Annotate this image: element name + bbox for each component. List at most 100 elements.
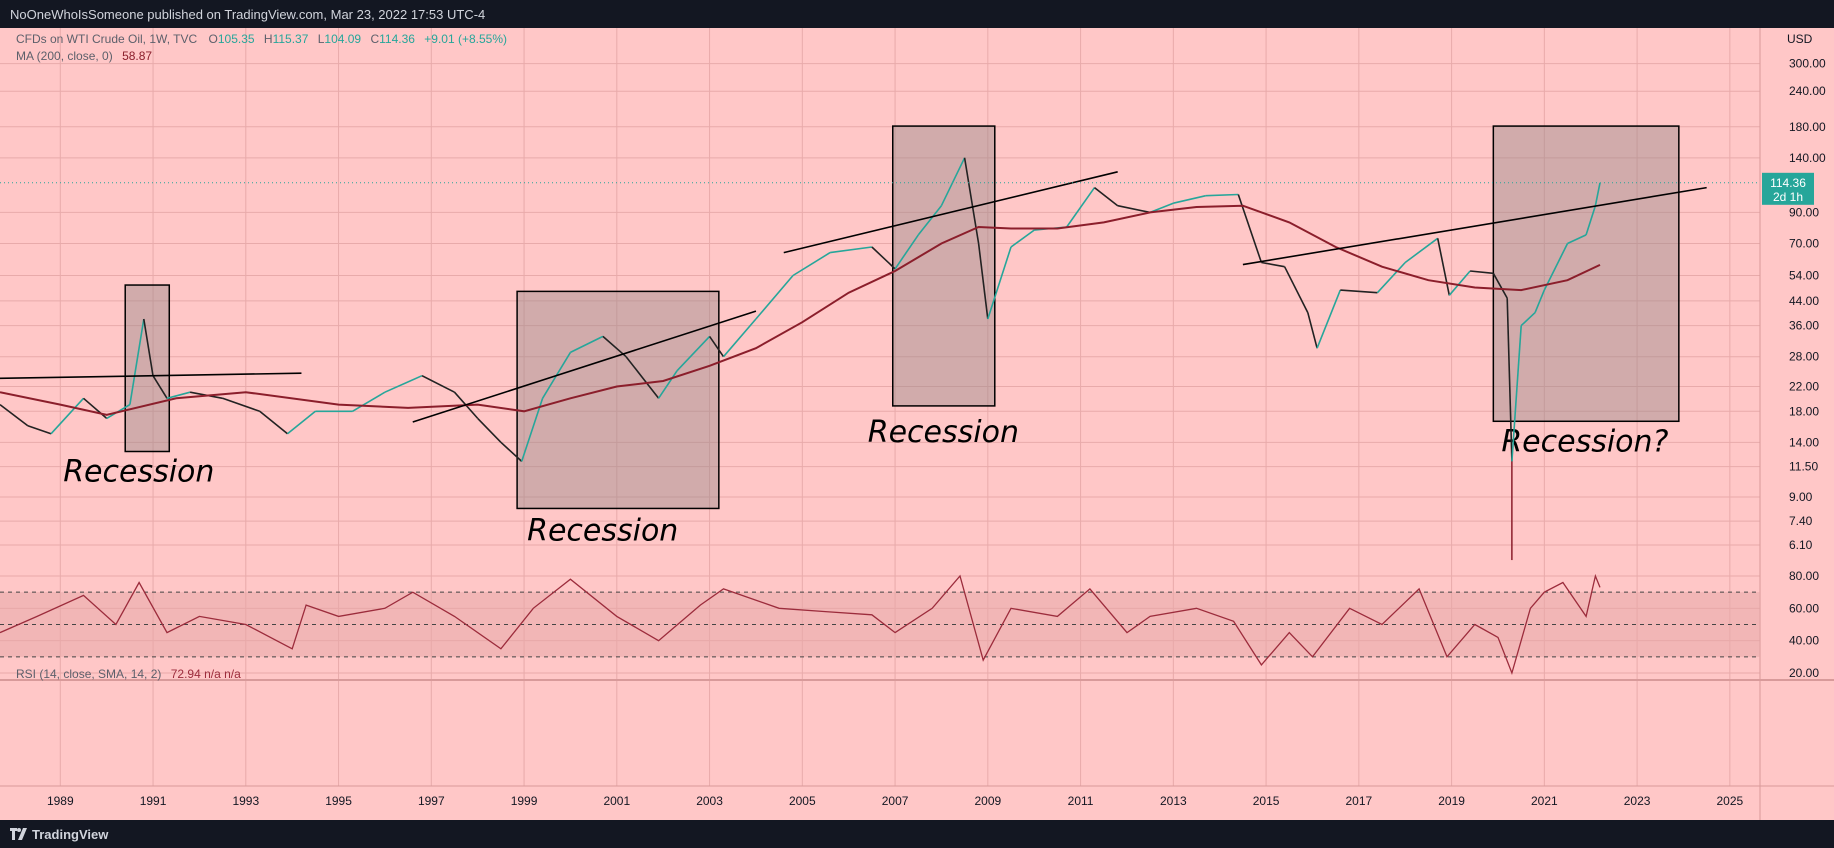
ma-legend[interactable]: MA (200, close, 0) 58.87 [16,49,152,63]
rsi-legend[interactable]: RSI (14, close, SMA, 14, 2) 72.94 n/a n/… [16,667,241,681]
ma-value: 58.87 [122,49,152,63]
price-tick-label: 9.00 [1789,490,1813,504]
price-tick-label: 22.00 [1789,379,1819,393]
price-segment [0,403,29,427]
price-segment [917,205,943,236]
time-tick-label: 2015 [1253,794,1280,808]
ma-series-line[interactable] [0,204,1601,416]
trendline[interactable] [783,171,1118,254]
price-segment [722,318,757,358]
time-tick-label: 2023 [1624,794,1651,808]
price-segment [1511,325,1522,462]
symbol-legend[interactable]: CFDs on WTI Crude Oil, 1W, TVC O105.35 H… [16,32,507,46]
price-segment [625,356,660,399]
price-segment [1261,261,1285,268]
time-tick-label: 1995 [325,794,352,808]
time-tick-label: 2003 [696,794,723,808]
price-segment [1149,202,1174,214]
ma-label: MA (200, close, 0) [16,49,113,63]
price-segment [1534,289,1546,313]
time-tick-label: 1991 [140,794,167,808]
trendline[interactable] [412,310,757,423]
chart-area[interactable]: Recession Recession Recession Recession? 30… [0,28,1834,820]
price-tick-label: 54.00 [1789,269,1819,283]
price-axis[interactable]: 300.00 240.00 180.00 140.00 90.00 70.00 54.00 4… [1789,57,1826,680]
time-tick-label: 2011 [1068,794,1094,808]
price-segment [1307,312,1318,349]
change-value: +9.01 (+8.55%) [424,32,507,46]
price-segment [1117,204,1151,214]
time-tick-label: 2007 [882,794,909,808]
recession-label: Recession? [1501,424,1668,459]
recession-box[interactable] [516,290,720,510]
recession-label: Recession [63,454,214,489]
chart-background [0,28,1834,820]
rsi-tick-label: 60.00 [1789,601,1819,615]
publish-header: NoOneWhoIsSomeone published on TradingVi… [0,0,1834,28]
price-segment [143,318,154,376]
price-segment [1066,187,1096,228]
price-tick-label: 18.00 [1789,404,1819,418]
time-tick-label: 2019 [1438,794,1465,808]
price-segment [1594,182,1601,206]
publish-info: NoOneWhoIsSomeone published on TradingVi… [10,7,486,22]
rsi-series-line[interactable] [0,573,1601,676]
trendlines[interactable] [0,171,1707,423]
price-segment [1404,237,1439,264]
price-segment [1567,234,1587,245]
time-tick-label: 2009 [974,794,1001,808]
price-segment [987,246,1012,320]
price-segment [477,417,502,443]
trendline[interactable] [1242,186,1707,266]
recession-box[interactable] [1492,125,1680,423]
time-tick-label: 1989 [47,794,74,808]
price-segment [708,335,725,358]
trendline[interactable] [0,372,302,380]
price-tick-label: 36.00 [1789,319,1819,333]
price-segment [1506,298,1513,462]
price-tick-label: 7.40 [1789,514,1813,528]
price-segment [152,375,168,399]
time-tick-label: 1999 [511,794,538,808]
price-tick-label: 300.00 [1789,57,1826,71]
price-segment [1173,194,1206,204]
price-tick-label: 14.00 [1789,435,1819,449]
time-tick-label: 1997 [418,794,445,808]
price-segment [259,410,289,435]
price-segment [1543,243,1569,291]
price-segment [657,370,678,399]
price-segment [1585,205,1597,236]
price-segment [500,441,523,462]
recession-box[interactable] [124,284,171,453]
price-segment [1492,272,1508,299]
recession-box[interactable] [892,125,996,407]
price-tick-label: 6.10 [1789,538,1813,552]
price-segment [286,410,316,435]
price-segment [27,425,52,435]
last-price-box [1762,172,1814,205]
price-segment [520,398,544,462]
price-segment [570,335,604,354]
price-segment [82,397,108,420]
recession-label: Recession [868,415,1019,450]
rsi-tick-label: 80.00 [1789,569,1819,583]
price-segment [1205,193,1239,197]
price-tick-label: 240.00 [1789,84,1826,98]
price-segment [1470,270,1494,275]
price-segment [129,318,145,405]
price-segment [166,391,191,400]
time-axis[interactable]: 1989 1991 1993 1995 1997 1999 2001 2003 2005 2007… [47,794,1744,808]
close-value: 114.36 [379,32,415,46]
time-tick-label: 1993 [232,794,259,808]
price-segment [1436,238,1451,296]
price-segment [755,274,794,320]
recession-label: Recession [527,513,678,548]
price-segment [871,246,896,270]
price-segment [894,234,919,270]
open-value: 105.35 [218,32,255,46]
price-segment [1520,312,1536,327]
price-segment [1448,270,1471,296]
last-price-countdown: 2d 1h [1773,190,1803,204]
price-tick-label: 70.00 [1789,236,1819,250]
